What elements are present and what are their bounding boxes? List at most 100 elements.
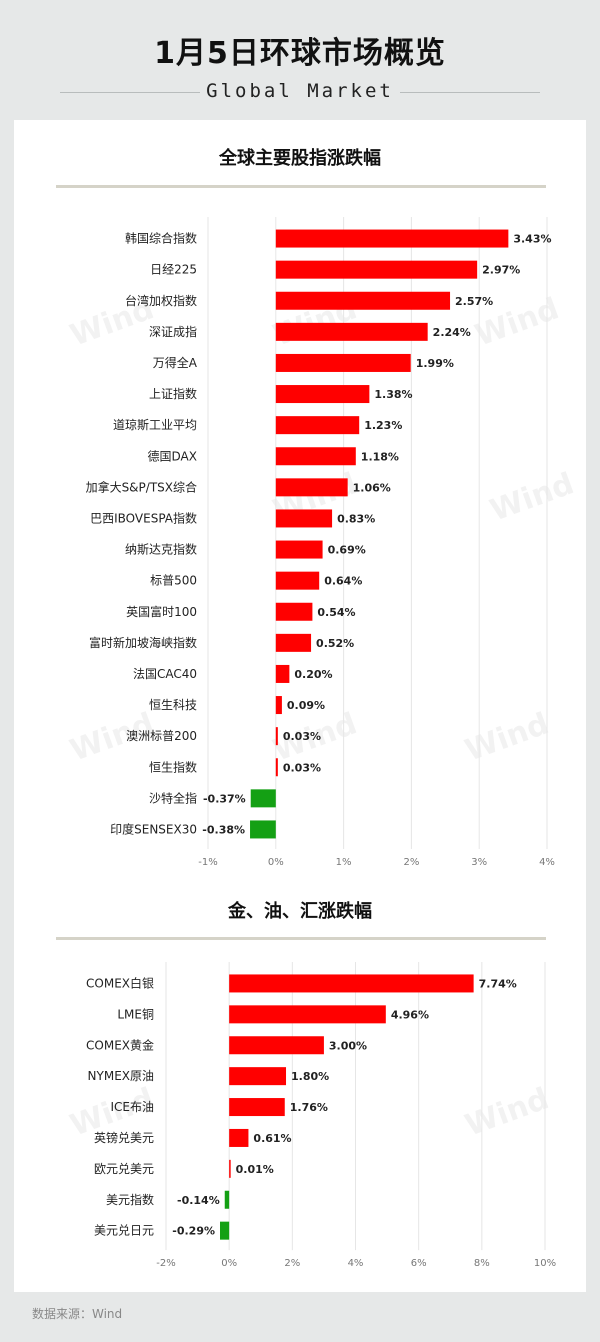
data-label: 1.06% <box>353 481 391 494</box>
data-label: 4.96% <box>391 1008 429 1021</box>
page-header: 1月5日环球市场概览 Global Market <box>0 0 600 120</box>
commodity-fx-chart-title: 金、油、汇涨跌幅 <box>228 901 372 922</box>
data-label: 7.74% <box>479 977 517 990</box>
category-label: 万得全A <box>153 355 198 370</box>
data-label: -0.38% <box>202 823 245 836</box>
bar <box>275 322 428 341</box>
data-label: 0.64% <box>324 575 362 588</box>
data-label: 1.38% <box>374 388 412 401</box>
bar <box>275 664 290 683</box>
equity-index-chart: -1% 0% 1% 2% 3% 4% 韩国综合指数 3.43% 日经225 2.97% 台湾加权指数… <box>86 217 555 868</box>
category-label: 英国富时100 <box>126 604 197 619</box>
bar <box>275 758 278 777</box>
bar <box>250 820 276 839</box>
category-label: 欧元兑美元 <box>94 1162 154 1176</box>
category-label: 标普500 <box>150 574 197 588</box>
bar <box>275 633 312 652</box>
category-label: 巴西IBOVESPA指数 <box>90 510 197 525</box>
category-label: 韩国综合指数 <box>125 231 197 246</box>
data-label: 1.23% <box>364 419 402 432</box>
bar <box>275 727 278 746</box>
data-label: 1.80% <box>291 1070 329 1083</box>
bar <box>229 974 474 993</box>
x-tick-label: 0% <box>268 857 284 868</box>
bar <box>229 1036 324 1055</box>
data-label: 3.00% <box>329 1039 367 1052</box>
header-divider-right <box>400 92 540 93</box>
data-label: -0.14% <box>177 1194 220 1207</box>
x-tick-label: 2% <box>284 1258 300 1269</box>
x-tick-label: -1% <box>198 857 217 868</box>
data-label: 0.03% <box>283 761 321 774</box>
data-label: 0.69% <box>328 544 366 557</box>
bar <box>275 571 320 590</box>
commodity-fx-chart: -2% 0% 2% 4% 6% 8% 10% COMEX白银 7.74% LME铜 4.96% COM… <box>86 962 556 1269</box>
data-label: 0.09% <box>287 699 325 712</box>
data-label: 2.24% <box>433 326 471 339</box>
data-label: 3.43% <box>513 233 551 246</box>
bar <box>275 385 370 404</box>
bar <box>275 416 360 435</box>
bar <box>275 509 333 528</box>
header-divider-left <box>60 92 200 93</box>
bar <box>229 1098 285 1117</box>
page-subtitle: Global Market <box>206 80 394 102</box>
category-label: 澳洲标普200 <box>126 729 197 743</box>
bar <box>275 291 451 310</box>
equity-chart-title: 全球主要股指涨跌幅 <box>219 148 381 169</box>
category-label: 加拿大S&P/TSX综合 <box>86 479 197 494</box>
data-label: 0.54% <box>317 606 355 619</box>
data-source-note: 数据来源：Wind <box>32 1307 123 1321</box>
bar <box>275 353 411 372</box>
bar <box>275 602 313 621</box>
data-label: 1.99% <box>416 357 454 370</box>
category-label: 美元指数 <box>106 1192 154 1207</box>
category-label: 深证成指 <box>149 324 197 339</box>
x-tick-label: 4% <box>539 857 555 868</box>
x-tick-label: 6% <box>411 1258 427 1269</box>
category-label: 道琼斯工业平均 <box>113 417 197 432</box>
x-tick-label: 3% <box>471 857 487 868</box>
bar <box>275 478 348 497</box>
bar <box>229 1128 249 1147</box>
category-label: NYMEX原油 <box>88 1069 154 1083</box>
x-tick-label: 4% <box>348 1258 364 1269</box>
x-tick-label: -2% <box>156 1258 175 1269</box>
bar <box>275 696 282 715</box>
bar <box>229 1005 386 1024</box>
category-label: ICE布油 <box>110 1100 154 1114</box>
category-label: 上证指数 <box>149 386 197 401</box>
bar <box>224 1190 230 1209</box>
bar <box>275 260 478 279</box>
content-card: Wind Wind Wind Wind Wind Wind Wind Wind … <box>14 120 586 1292</box>
equity-title-rule <box>56 185 546 188</box>
page-title: 1月5日环球市场概览 <box>154 36 446 71</box>
x-tick-label: 1% <box>336 857 352 868</box>
bar <box>275 229 509 248</box>
x-tick-label: 8% <box>474 1258 490 1269</box>
bar <box>229 1067 287 1086</box>
bar <box>275 540 323 559</box>
data-label: -0.37% <box>203 792 246 805</box>
category-label: 纳斯达克指数 <box>125 542 197 557</box>
category-label: 富时新加坡海峡指数 <box>89 635 197 650</box>
category-label: 美元兑日元 <box>94 1224 154 1238</box>
bar <box>229 1159 231 1178</box>
data-label: -0.29% <box>172 1225 215 1238</box>
bar <box>275 447 356 466</box>
category-label: LME铜 <box>117 1006 154 1021</box>
category-label: COMEX黄金 <box>86 1037 154 1052</box>
data-label: 0.61% <box>253 1132 291 1145</box>
commodity-title-rule <box>56 937 546 940</box>
data-label: 0.03% <box>283 730 321 743</box>
data-label: 2.97% <box>482 264 520 277</box>
bar <box>250 789 276 808</box>
x-tick-label: 10% <box>534 1258 556 1269</box>
category-label: 德国DAX <box>148 448 197 463</box>
category-label: 法国CAC40 <box>133 667 197 681</box>
category-label: 恒生科技 <box>149 698 197 712</box>
category-label: 印度SENSEX30 <box>110 821 197 836</box>
category-label: COMEX白银 <box>86 975 154 990</box>
data-label: 1.18% <box>361 450 399 463</box>
x-tick-label: 0% <box>221 1258 237 1269</box>
